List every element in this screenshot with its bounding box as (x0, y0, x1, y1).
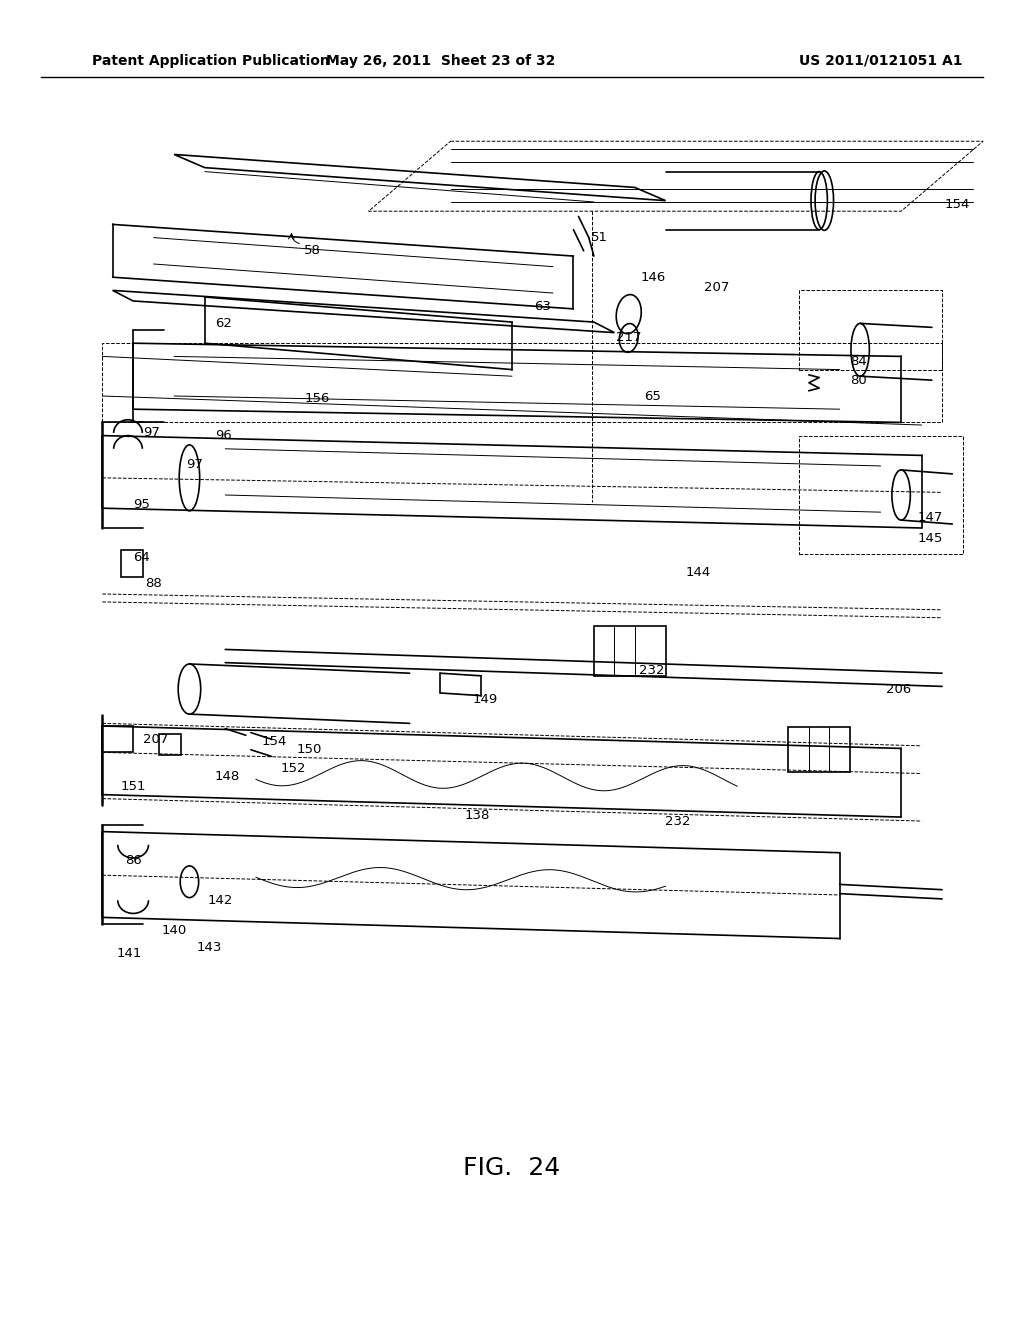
Text: 144: 144 (686, 566, 711, 579)
Bar (121, 550, 143, 577)
Text: 58: 58 (304, 244, 321, 257)
Text: US 2011/0121051 A1: US 2011/0121051 A1 (799, 54, 963, 67)
Text: 97: 97 (186, 458, 203, 471)
Text: 147: 147 (918, 511, 942, 524)
Text: 154: 154 (262, 735, 287, 748)
Bar (102, 726, 133, 752)
Text: 80: 80 (850, 374, 866, 387)
Text: 150: 150 (297, 743, 322, 756)
Text: 143: 143 (197, 941, 221, 954)
Text: 64: 64 (133, 550, 150, 564)
Bar (799, 436, 963, 554)
Text: 148: 148 (215, 770, 240, 783)
Text: 156: 156 (305, 392, 330, 405)
Text: 86: 86 (125, 854, 141, 867)
Text: 207: 207 (143, 733, 168, 746)
Text: 232: 232 (639, 664, 664, 677)
Bar (159, 734, 181, 755)
Text: 63: 63 (535, 300, 551, 313)
Bar (594, 626, 666, 676)
Text: 207: 207 (705, 281, 729, 294)
Text: 62: 62 (215, 317, 231, 330)
Text: 152: 152 (281, 762, 305, 775)
Text: May 26, 2011  Sheet 23 of 32: May 26, 2011 Sheet 23 of 32 (326, 54, 555, 67)
Text: 154: 154 (945, 198, 970, 211)
Text: 138: 138 (465, 809, 489, 822)
Text: 84: 84 (850, 355, 866, 368)
Text: 146: 146 (641, 271, 666, 284)
Text: 88: 88 (145, 577, 162, 590)
Bar (788, 727, 850, 772)
Text: 95: 95 (133, 498, 150, 511)
Text: Patent Application Publication: Patent Application Publication (92, 54, 330, 67)
Text: 145: 145 (918, 532, 942, 545)
Text: FIG.  24: FIG. 24 (464, 1156, 560, 1180)
Text: 142: 142 (208, 894, 232, 907)
Text: 97: 97 (143, 426, 160, 440)
Text: 149: 149 (473, 693, 498, 706)
Text: 65: 65 (644, 389, 660, 403)
Text: 206: 206 (887, 682, 911, 696)
Bar (799, 290, 942, 370)
Bar (102, 343, 942, 422)
Text: 96: 96 (215, 429, 231, 442)
Text: 217: 217 (616, 331, 641, 345)
Text: 140: 140 (162, 924, 186, 937)
Text: 232: 232 (666, 814, 690, 828)
Text: 51: 51 (591, 231, 607, 244)
Text: 141: 141 (117, 946, 141, 960)
Text: 151: 151 (121, 780, 145, 793)
